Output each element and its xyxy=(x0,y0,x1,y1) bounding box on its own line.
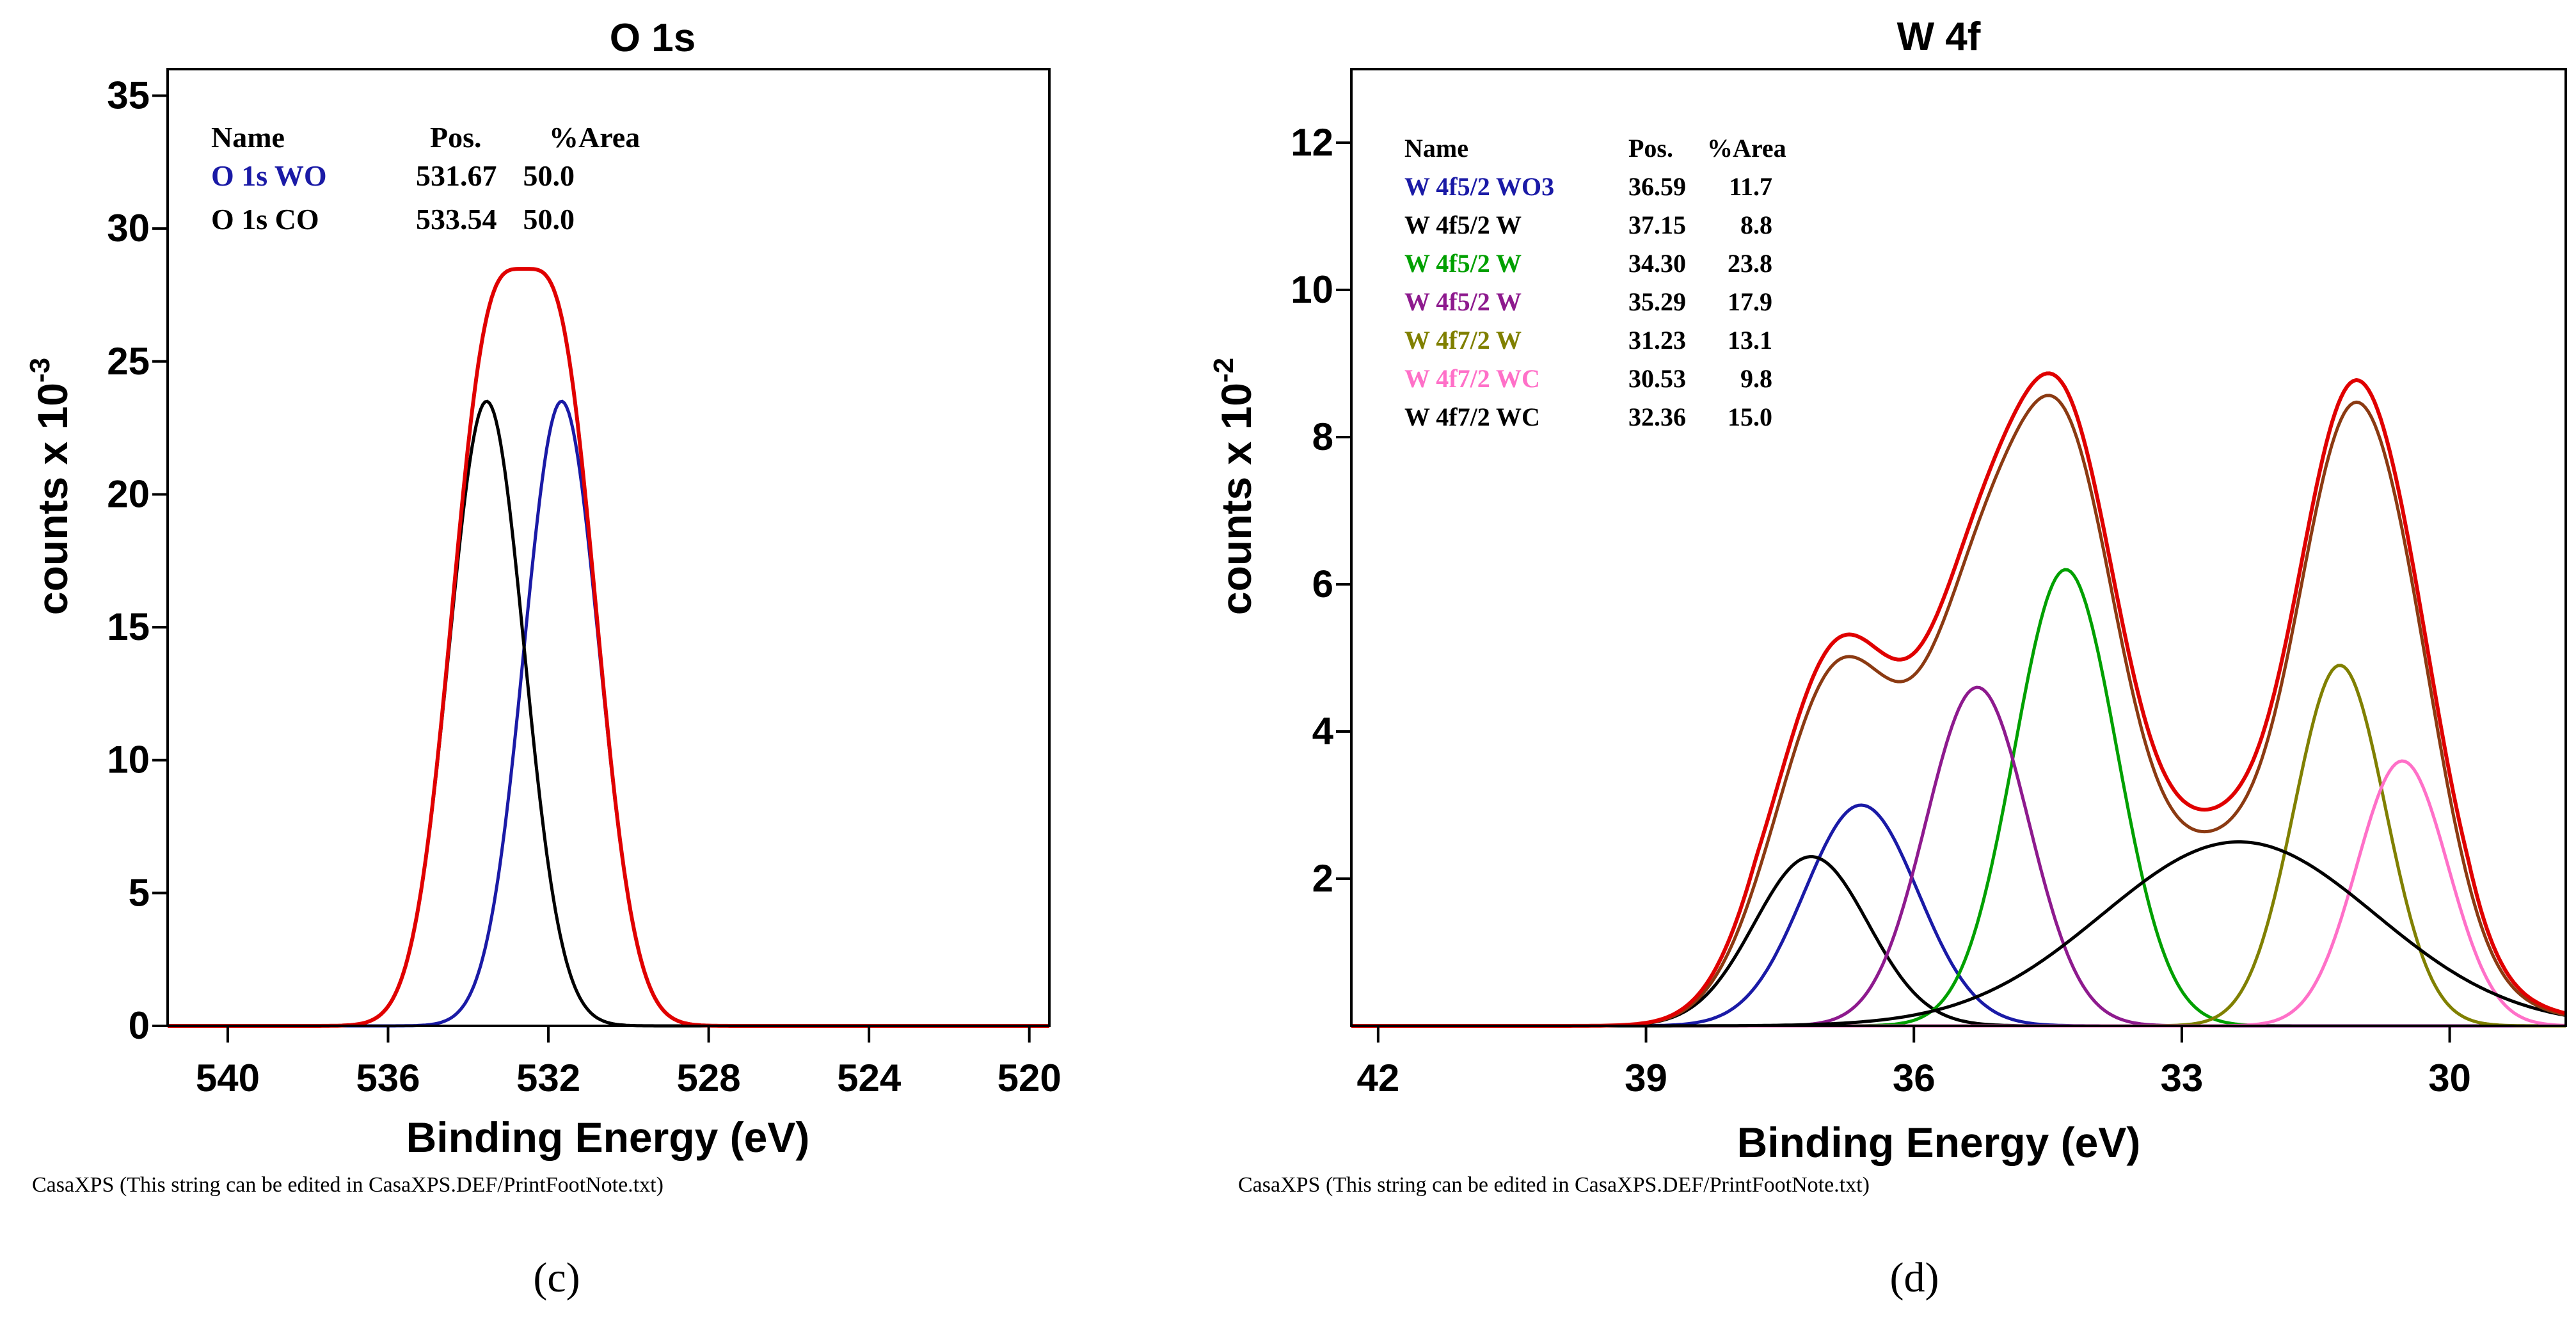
legend-header-name: Name xyxy=(211,121,285,154)
footnote: CasaXPS (This string can be edited in Ca… xyxy=(1238,1173,1870,1197)
legend-row-name: W 4f5/2 W xyxy=(1404,211,1522,239)
y-tick-label: 5 xyxy=(129,871,150,914)
legend-row-area: 11.7 xyxy=(1729,172,1772,201)
x-tick-label: 33 xyxy=(2161,1057,2204,1099)
legend-row-area: 9.8 xyxy=(1740,364,1772,393)
legend-row-pos: 37.15 xyxy=(1628,211,1686,239)
legend-row-name: W 4f7/2 WC xyxy=(1404,403,1540,431)
x-tick-label: 36 xyxy=(1893,1057,1936,1099)
legend-row-area: 23.8 xyxy=(1728,249,1772,278)
legend-row-area: 15.0 xyxy=(1728,403,1772,431)
component-peak-line xyxy=(1351,803,2566,1028)
x-tick-label: 532 xyxy=(516,1057,580,1099)
x-tick-label: 540 xyxy=(196,1057,260,1099)
legend-row-pos: 531.67 xyxy=(416,159,497,192)
y-tick-label: 30 xyxy=(107,207,150,250)
y-axis-ticks: 0 5 10 15 20 25 30 35 xyxy=(107,74,168,1047)
y-tick-label: 6 xyxy=(1312,563,1333,605)
legend-row-name: O 1s WO xyxy=(211,159,327,192)
plot-frame xyxy=(1350,68,2567,1027)
legend-row-pos: 533.54 xyxy=(416,203,497,236)
legend-row-pos: 36.59 xyxy=(1628,172,1686,201)
y-tick-label: 12 xyxy=(1291,121,1333,164)
y-tick-label: 10 xyxy=(107,739,150,781)
y-tick-label: 0 xyxy=(129,1004,150,1047)
envelope-line xyxy=(168,267,1049,1028)
legend-table: Name Pos. %Area W 4f5/2 WO3 36.59 11.7 W 4f… xyxy=(1404,134,1786,431)
plot-frame xyxy=(166,68,1051,1027)
y-axis-ticks: 2 4 6 8 10 12 xyxy=(1291,121,1351,900)
legend-header-area: %Area xyxy=(549,121,640,154)
legend-row-name: W 4f5/2 W xyxy=(1404,287,1522,316)
x-tick-label: 536 xyxy=(356,1057,420,1099)
legend-row-name: W 4f7/2 WC xyxy=(1404,364,1540,393)
chart-title: W 4f xyxy=(1897,15,1981,59)
x-axis-ticks: 42 39 36 33 30 xyxy=(1356,1026,2471,1099)
y-tick-label: 2 xyxy=(1312,857,1333,900)
legend-row-area: 50.0 xyxy=(523,203,575,236)
x-tick-label: 524 xyxy=(837,1057,902,1099)
legend-header-name: Name xyxy=(1404,134,1468,163)
panel-d-w4f: W 4f 2 4 6 8 10 12 42 39 36 33 30 counts x 10-2 B… xyxy=(1208,15,2567,1301)
x-axis-ticks: 540 536 532 528 524 520 xyxy=(196,1026,1061,1099)
chart-title: O 1s xyxy=(610,16,696,60)
legend-row-name: W 4f5/2 WO3 xyxy=(1404,172,1554,201)
y-tick-label: 4 xyxy=(1312,710,1334,753)
legend-row-area: 8.8 xyxy=(1740,211,1772,239)
legend-header-area: %Area xyxy=(1707,134,1786,163)
legend-table: Name Pos. %Area O 1s WO 531.67 50.0 O 1s CO… xyxy=(211,121,640,236)
measured-data-line xyxy=(168,267,1049,1028)
y-axis-label: counts x 10-3 xyxy=(24,358,76,615)
legend-row-pos: 34.30 xyxy=(1628,249,1686,278)
legend-row-name: O 1s CO xyxy=(211,203,319,236)
component-peak-line xyxy=(168,399,1049,1028)
legend-row-area: 17.9 xyxy=(1728,287,1772,316)
legend-row-name: W 4f7/2 W xyxy=(1404,326,1522,355)
y-tick-label: 15 xyxy=(107,605,150,648)
x-tick-label: 42 xyxy=(1356,1057,1399,1099)
panel-label: (c) xyxy=(533,1254,580,1301)
panel-label: (d) xyxy=(1890,1254,1939,1301)
y-tick-label: 8 xyxy=(1312,415,1333,458)
legend-row-area: 50.0 xyxy=(523,159,575,192)
legend-row-area: 13.1 xyxy=(1728,326,1772,355)
legend-row-pos: 32.36 xyxy=(1628,403,1686,431)
x-axis-label: Binding Energy (eV) xyxy=(406,1114,810,1161)
legend-row-name: W 4f5/2 W xyxy=(1404,249,1522,278)
y-axis-label: counts x 10-2 xyxy=(1208,358,1260,615)
legend-row-pos: 31.23 xyxy=(1628,326,1686,355)
component-peak-line xyxy=(168,399,1049,1028)
x-tick-label: 528 xyxy=(677,1057,741,1099)
plot-area xyxy=(1351,371,2566,1028)
legend-header-pos: Pos. xyxy=(430,121,482,154)
measured-data-line xyxy=(1351,371,2566,1028)
component-peak-line xyxy=(1351,840,2566,1028)
panel-c-o1s: O 1s 0 5 10 15 20 25 30 35 540 536 532 528 524 520 c… xyxy=(24,16,1061,1301)
legend-row-pos: 35.29 xyxy=(1628,287,1686,316)
y-tick-label: 25 xyxy=(107,340,150,383)
plot-area xyxy=(168,267,1049,1028)
y-tick-label: 10 xyxy=(1291,268,1333,311)
legend-row-pos: 30.53 xyxy=(1628,364,1686,393)
y-tick-label: 20 xyxy=(107,472,150,515)
x-axis-label: Binding Energy (eV) xyxy=(1737,1119,2141,1166)
x-tick-label: 520 xyxy=(998,1057,1061,1099)
legend-header-pos: Pos. xyxy=(1628,134,1673,163)
x-tick-label: 39 xyxy=(1625,1057,1667,1099)
footnote: CasaXPS (This string can be edited in Ca… xyxy=(32,1173,664,1197)
x-tick-label: 30 xyxy=(2428,1057,2471,1099)
component-peak-line xyxy=(1351,855,2566,1028)
y-tick-label: 35 xyxy=(107,74,150,117)
